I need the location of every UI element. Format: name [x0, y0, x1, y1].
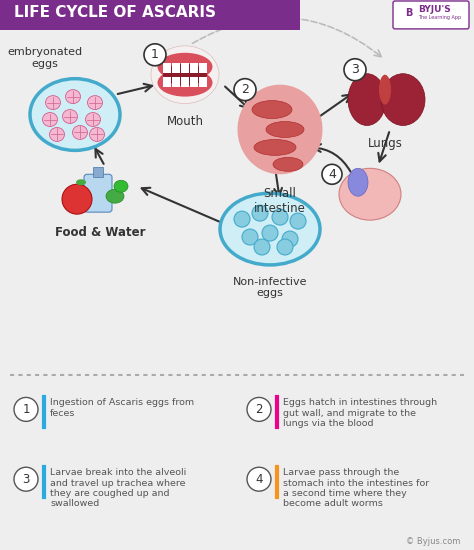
Text: 4: 4 [255, 472, 263, 486]
Circle shape [290, 213, 306, 229]
FancyBboxPatch shape [0, 0, 300, 30]
Circle shape [247, 468, 271, 491]
FancyArrowPatch shape [118, 84, 152, 94]
Ellipse shape [49, 128, 64, 141]
Circle shape [344, 59, 366, 81]
Ellipse shape [237, 85, 322, 174]
Bar [93, 167, 103, 177]
Text: 2: 2 [241, 83, 249, 96]
Bar [163, 76, 171, 87]
Ellipse shape [339, 168, 401, 220]
Ellipse shape [348, 74, 386, 125]
Ellipse shape [273, 157, 303, 171]
Bar [163, 63, 171, 73]
Text: © Byjus.com: © Byjus.com [406, 537, 460, 546]
Text: BYJU'S: BYJU'S [418, 6, 451, 14]
Ellipse shape [90, 128, 104, 141]
Circle shape [282, 231, 298, 247]
Text: 4: 4 [328, 168, 336, 181]
Ellipse shape [43, 113, 57, 127]
Bar [181, 63, 189, 73]
FancyBboxPatch shape [84, 174, 112, 212]
FancyArrowPatch shape [320, 95, 351, 116]
FancyArrowPatch shape [142, 188, 222, 223]
Circle shape [62, 184, 92, 214]
Circle shape [262, 225, 278, 241]
Ellipse shape [252, 101, 292, 118]
FancyArrowPatch shape [192, 18, 382, 57]
Ellipse shape [30, 79, 120, 150]
Ellipse shape [114, 180, 128, 192]
Text: Mouth: Mouth [166, 114, 203, 128]
Ellipse shape [163, 64, 207, 86]
Text: The Learning App: The Learning App [418, 15, 461, 20]
Circle shape [322, 164, 342, 184]
Text: Larvae pass through the
stomach into the intestines for
a second time where they: Larvae pass through the stomach into the… [283, 468, 429, 508]
Text: Eggs hatch in intestines through
gut wall, and migrate to the
lungs via the bloo: Eggs hatch in intestines through gut wal… [283, 398, 437, 428]
Ellipse shape [46, 96, 61, 109]
FancyArrowPatch shape [95, 149, 104, 164]
Bar [199, 76, 207, 87]
Circle shape [272, 209, 288, 225]
Circle shape [234, 211, 250, 227]
Text: 2: 2 [255, 403, 263, 416]
Ellipse shape [220, 193, 320, 265]
Circle shape [254, 239, 270, 255]
Circle shape [242, 229, 258, 245]
Ellipse shape [381, 74, 425, 125]
Text: Non-infective
eggs: Non-infective eggs [233, 277, 307, 299]
Ellipse shape [379, 75, 391, 104]
Text: Ingestion of Ascaris eggs from
feces: Ingestion of Ascaris eggs from feces [50, 398, 194, 418]
Bar [172, 63, 180, 73]
FancyBboxPatch shape [393, 1, 469, 29]
Circle shape [14, 468, 38, 491]
Ellipse shape [63, 109, 78, 124]
Text: 1: 1 [151, 48, 159, 61]
Text: 3: 3 [22, 472, 30, 486]
FancyArrowPatch shape [225, 86, 248, 108]
Ellipse shape [254, 140, 296, 155]
Text: Food & Water: Food & Water [55, 226, 145, 239]
FancyArrowPatch shape [274, 170, 282, 196]
Ellipse shape [85, 113, 100, 127]
Bar [190, 63, 198, 73]
Bar [181, 76, 189, 87]
Ellipse shape [348, 168, 368, 196]
FancyArrowPatch shape [313, 144, 351, 172]
Text: Lungs: Lungs [367, 138, 402, 151]
Circle shape [144, 44, 166, 66]
Text: Larvae break into the alveoli
and travel up trachea where
they are coughed up an: Larvae break into the alveoli and travel… [50, 468, 186, 508]
Bar [199, 63, 207, 73]
Ellipse shape [106, 189, 124, 203]
Text: 1: 1 [22, 403, 30, 416]
Ellipse shape [88, 96, 102, 109]
Circle shape [14, 398, 38, 421]
Ellipse shape [266, 122, 304, 138]
Text: Small
intestine: Small intestine [254, 187, 306, 215]
Bar [190, 76, 198, 87]
Text: 3: 3 [351, 63, 359, 76]
Text: LIFE CYCLE OF ASCARIS: LIFE CYCLE OF ASCARIS [14, 6, 216, 20]
Ellipse shape [157, 53, 212, 81]
Circle shape [252, 205, 268, 221]
Text: B: B [405, 8, 412, 18]
Circle shape [247, 398, 271, 421]
Ellipse shape [65, 90, 81, 103]
Ellipse shape [73, 125, 88, 140]
Ellipse shape [76, 179, 86, 185]
Circle shape [277, 239, 293, 255]
Text: embryonated
eggs: embryonated eggs [8, 47, 82, 69]
Bar [172, 76, 180, 87]
Ellipse shape [151, 46, 219, 103]
Circle shape [234, 79, 256, 101]
Bar [0, 0, 300, 30]
FancyArrowPatch shape [378, 132, 389, 162]
Ellipse shape [157, 69, 212, 97]
